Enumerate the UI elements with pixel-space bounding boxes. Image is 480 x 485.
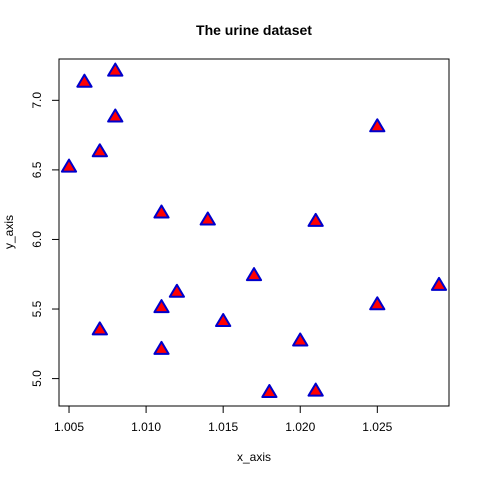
data-point [199,211,216,226]
data-point [153,204,170,219]
y-tick-label: 7.0 [30,92,44,109]
y-tick-label: 5.5 [30,300,44,317]
x-tick-label: 1.005 [54,420,84,434]
data-point [107,62,124,77]
data-point [307,382,324,397]
data-point [215,313,232,327]
y-tick-label: 6.5 [30,161,44,178]
data-point [153,299,170,314]
data-point [91,143,108,158]
data-point [261,384,278,398]
x-axis: 1.005 1.010 1.015 1.020 1.025 [54,405,393,434]
x-axis-label: x_axis [237,450,271,464]
data-point [369,296,386,311]
data-point [369,118,386,133]
data-point [153,340,170,355]
y-axis-label: y_axis [2,215,16,249]
data-point [60,158,78,173]
y-axis: 5.0 5.5 6.0 6.5 7.0 [30,92,60,387]
data-point [107,108,124,123]
data-points [60,62,448,398]
x-tick-label: 1.015 [208,420,238,434]
data-point [91,321,108,336]
x-tick-label: 1.025 [362,420,392,434]
data-point [245,267,263,282]
x-tick-label: 1.020 [285,420,315,434]
y-tick-label: 6.0 [30,231,44,248]
data-point [292,332,309,347]
plot-frame [58,58,450,407]
data-point [168,283,185,298]
y-tick-label: 5.0 [30,370,44,387]
data-point [76,73,93,88]
data-point [430,276,448,291]
x-tick-label: 1.010 [131,420,161,434]
data-point [307,212,324,227]
chart-title: The urine dataset [196,22,312,38]
